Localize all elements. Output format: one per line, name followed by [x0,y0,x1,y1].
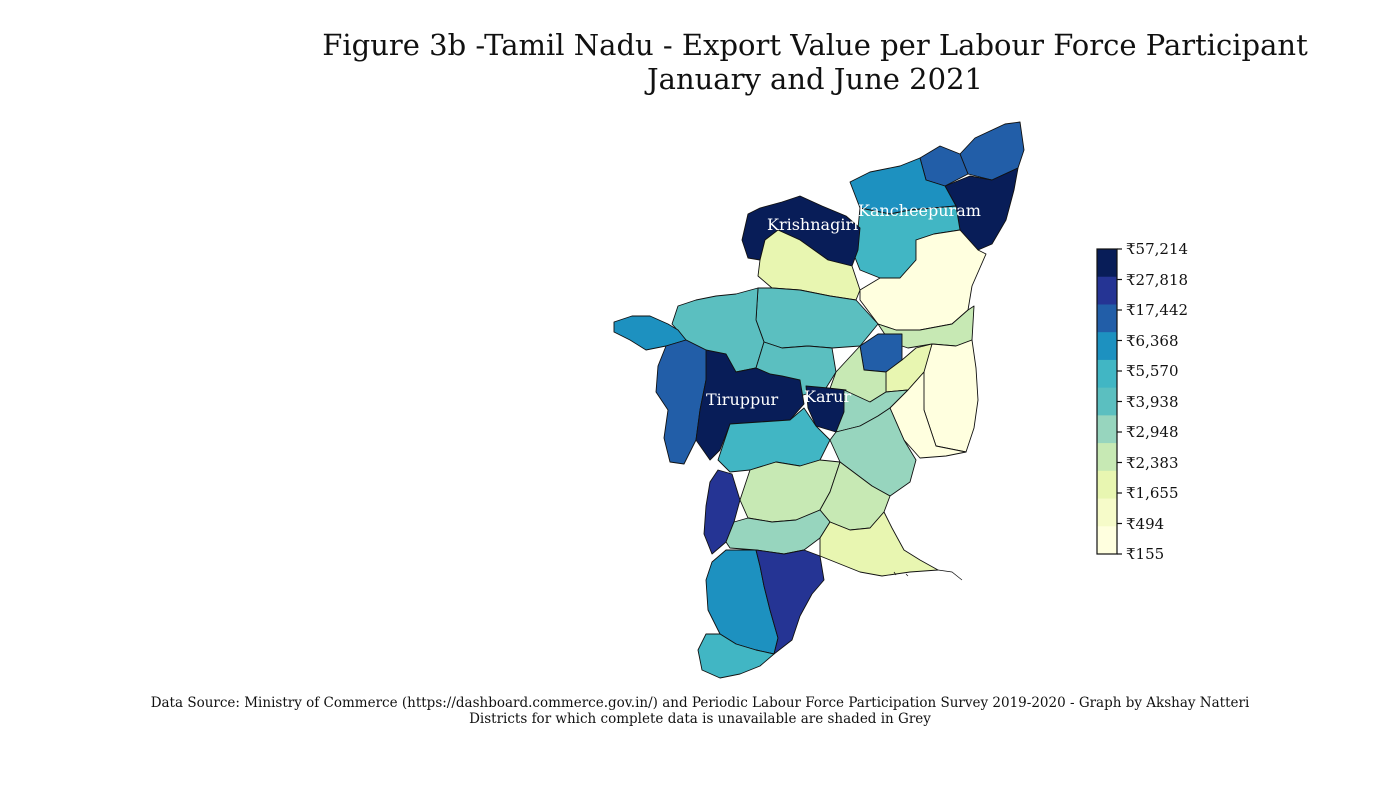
label-tiruppur: Tiruppur [706,390,779,409]
colorbar-tick-label: ₹2,383 [1126,453,1179,472]
colorbar-swatch [1097,359,1117,389]
missing-data-note: Districts for which complete data is una… [469,711,931,727]
colorbar-swatch [1097,526,1117,555]
coastline-detail [937,569,963,581]
colorbar-tick-label: ₹1,655 [1126,484,1179,502]
source-note: Data Source: Ministry of Commerce (https… [100,695,1300,727]
colorbar-tick-label: ₹2,948 [1126,423,1179,441]
colorbar-tick-label: ₹5,570 [1126,362,1179,380]
label-karur: Karur [804,387,851,406]
title-line-1: Figure 3b -Tamil Nadu - Export Value per… [322,28,1308,62]
district-kanyakumari [697,633,775,679]
colorbar-tick-label: ₹27,818 [1126,270,1189,289]
label-krishnagiri: Krishnagiri [767,215,858,234]
colorbar-tick-label: ₹6,368 [1126,331,1179,350]
colorbar-swatch [1097,498,1117,527]
district-thoothukudi [755,549,825,655]
colorbar-swatch [1097,304,1117,333]
chart-title: Figure 3b -Tamil Nadu - Export Value per… [300,28,1330,96]
colorbar-swatch [1097,332,1117,361]
district-tiruvallur [959,121,1025,181]
district-theni [703,469,741,555]
colorbar-tick-label: ₹3,938 [1126,392,1179,411]
colorbar-tick-label: ₹57,214 [1126,240,1189,258]
colorbar-swatch [1097,415,1117,444]
colorbar-swatch [1097,387,1117,416]
colorbar [1096,248,1122,555]
colorbar-tick-label: ₹17,442 [1126,301,1189,319]
colorbar-swatch [1097,443,1117,472]
colorbar-swatch [1097,470,1117,500]
data-source-line: Data Source: Ministry of Commerce (https… [150,695,1250,711]
colorbar-tick-label: ₹155 [1126,545,1165,563]
colorbar-legend: ₹57,214 ₹27,818 ₹17,442 ₹6,368 ₹5,570 ₹3,938 ₹… [1096,241,1216,562]
colorbar-swatch [1097,276,1117,305]
colorbar-tick-label: ₹494 [1126,514,1165,533]
colorbar-swatch [1097,249,1117,278]
tamil-nadu-map: Krishnagiri Kancheepuram Tiruppur Karur [560,110,1060,690]
island-detail [893,571,909,577]
label-kancheepuram: Kancheepuram [858,201,981,220]
title-line-2: January and June 2021 [647,62,983,96]
